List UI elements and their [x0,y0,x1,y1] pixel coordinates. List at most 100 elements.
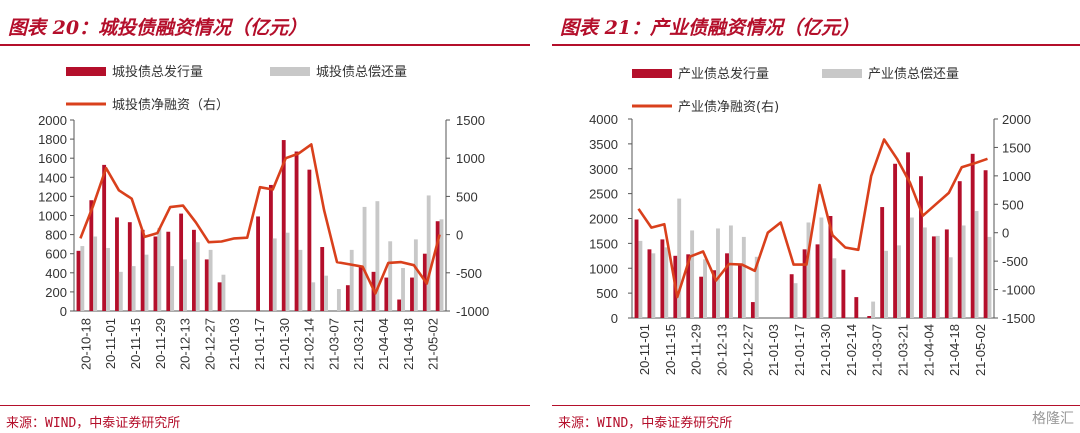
right-tick-label: 500 [1002,197,1024,212]
x-tick-label: 21-05-02 [973,324,988,376]
x-tick-label: 20-11-29 [689,324,704,375]
bar-issue [725,253,729,318]
right-tick-label: 0 [456,228,463,243]
right-tick-label: 1000 [1002,169,1031,184]
bar-repay [664,247,669,318]
bar-issue [712,270,717,318]
bar-issue [281,140,286,311]
bar-issue [410,277,414,311]
bar-issue [815,244,820,318]
bar-issue [828,216,833,318]
bar-issue [841,269,846,318]
bar-repay [118,271,123,311]
bar-issue [957,181,962,318]
bar-issue [179,213,184,311]
bar-repay [897,245,901,318]
x-tick-label: 21-01-03 [766,324,781,376]
left-tick-label: 1600 [38,151,67,166]
left-tick-label: 400 [45,266,67,281]
bar-issue [660,239,665,318]
bar-repay [170,266,175,311]
bar-repay [948,257,953,318]
left-tick-label: 0 [60,304,67,319]
bar-issue [358,266,363,311]
bar-repay [106,247,110,311]
x-tick-label: 20-11-15 [128,318,143,369]
bar-issue [76,250,81,311]
left-tick-label: 3500 [589,137,618,152]
left-tick-label: 500 [596,286,618,301]
bar-repay [439,219,444,311]
bar-repay [793,283,798,318]
bar-repay [909,217,914,318]
right-tick-label: -1500 [1002,311,1035,326]
bar-repay [935,235,940,318]
bar-repay [362,206,367,311]
x-tick-label: 21-04-04 [376,318,391,370]
bar-issue [320,247,325,311]
x-tick-label: 21-02-14 [302,318,317,370]
bar-issue [893,163,898,318]
legend-label-repay: 产业债总偿还量 [868,67,959,82]
x-tick-label: 21-04-18 [401,318,416,370]
bar-issue [983,170,988,318]
bar-repay [638,240,643,318]
source-rule [0,405,530,406]
bar-issue [153,236,158,311]
x-tick-label: 21-01-03 [227,318,242,370]
bar-issue [192,229,196,311]
x-tick-label: 20-12-13 [178,318,193,370]
bar-repay [401,268,405,311]
legend-swatch-repay [822,69,862,78]
right-tick-label: 500 [456,189,478,204]
x-tick-label: 21-03-07 [870,324,885,376]
right-tick-label: 1000 [456,151,485,166]
x-tick-label: 20-11-15 [663,324,678,375]
bar-issue [867,316,872,318]
bar-issue [217,282,222,311]
net-financing-line [79,143,441,295]
left-tick-label: 1000 [589,261,618,276]
watermark-logo: 格隆汇 [1032,411,1074,427]
bar-issue [647,249,652,318]
bar-issue [294,151,299,311]
bar-issue [738,264,742,318]
left-tick-label: 200 [45,285,67,300]
bar-issue [307,169,312,311]
bar-issue [204,259,209,311]
bar-repay [208,249,213,311]
bar-repay [426,195,431,311]
left-tick-label: 2000 [589,212,618,227]
legend-label-repay: 城投债总偿还量 [316,64,407,80]
left-tick-label: 800 [45,228,67,243]
bar-issue [384,277,389,311]
x-tick-label: 21-04-04 [921,324,936,376]
x-tick-label: 21-03-21 [896,324,911,376]
x-tick-label: 21-04-18 [947,324,962,376]
bar-issue [102,164,107,311]
bar-repay [157,227,162,311]
x-tick-label: 21-01-17 [252,318,267,370]
net-financing-line [637,138,988,299]
right-tick-label: -1000 [1002,283,1035,298]
left-tick-label: 1400 [38,170,67,185]
legend-swatch-issue [66,67,106,76]
source-rule [552,405,1080,406]
legend-label-net: 城投债净融资（右） [112,97,229,113]
bar-repay [298,249,303,311]
x-tick-label: 20-11-01 [637,324,652,375]
bar-repay [754,256,759,318]
bar-issue [127,222,132,311]
legend-swatch-repay [270,67,310,76]
x-tick-label: 21-02-14 [844,324,859,376]
legend-label-net: 产业债净融资(右) [678,100,779,115]
x-tick-label: 21-01-17 [792,324,807,376]
bar-issue [944,229,949,318]
bar-repay [703,259,707,318]
bar-repay [741,236,746,318]
legend-swatch-issue [632,69,672,78]
chart-panel-left: 图表 20：城投债融资情况（亿元） 城投债总发行量 城投债总偿还量 城投债净融资（右… [0,0,530,433]
